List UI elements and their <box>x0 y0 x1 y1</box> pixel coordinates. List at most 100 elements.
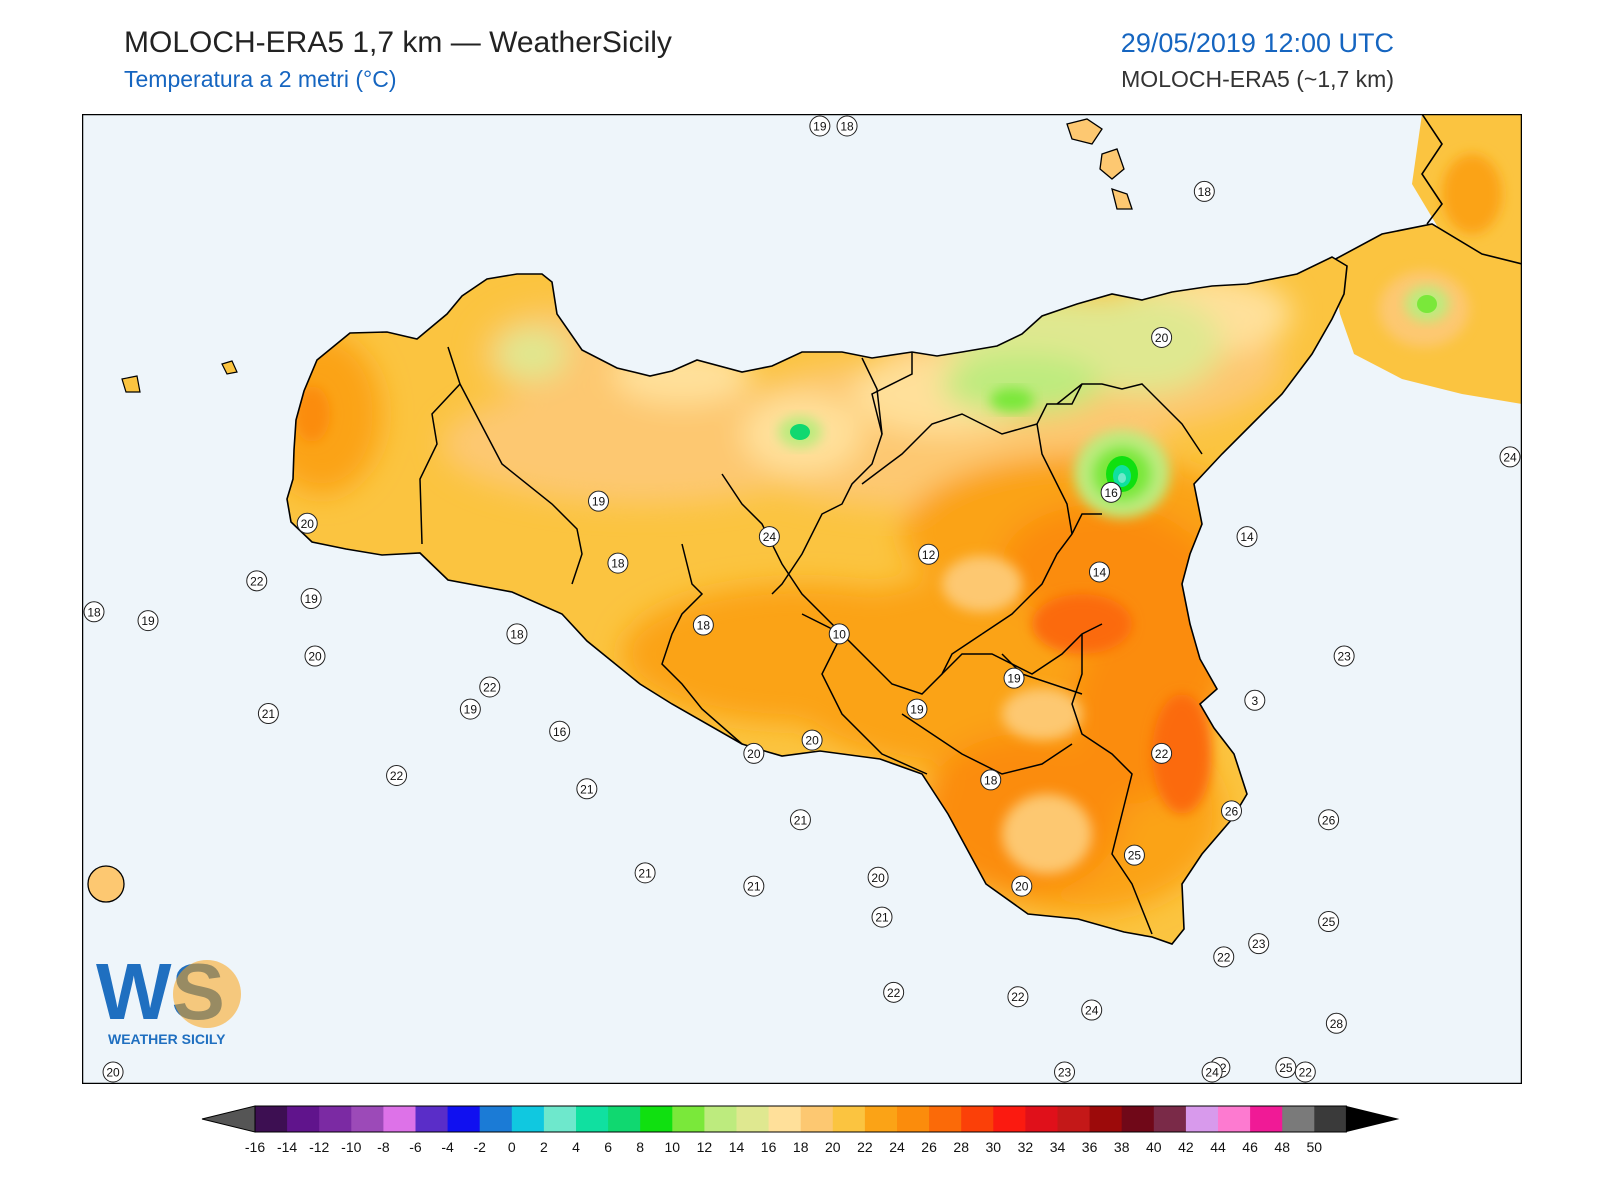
colorbar-tick-label: -16 <box>245 1139 265 1155</box>
temperature-label: 23 <box>1054 1061 1076 1083</box>
colorbar-swatch <box>576 1106 609 1132</box>
colorbar-tick-label: 8 <box>636 1139 644 1155</box>
temperature-label: 22 <box>479 676 501 698</box>
temperature-label: 19 <box>300 588 322 610</box>
temperature-label-value: 18 <box>984 773 998 787</box>
colorbar-tick-label: 16 <box>761 1139 777 1155</box>
valid-datetime: 29/05/2019 12:00 UTC <box>1120 28 1394 58</box>
temperature-label: 22 <box>883 981 905 1003</box>
colorbar-tick-label: 40 <box>1146 1139 1162 1155</box>
temperature-label-value: 20 <box>805 734 819 748</box>
colorbar-swatch <box>897 1106 930 1132</box>
temperature-label: 19 <box>906 698 928 720</box>
colorbar-max-arrow <box>1346 1106 1400 1132</box>
colorbar-min-arrow <box>201 1105 256 1133</box>
temperature-label: 20 <box>801 729 823 751</box>
temperature-label: 20 <box>743 742 765 764</box>
temperature-label-value: 20 <box>1015 880 1029 894</box>
colorbar-tick-label: 50 <box>1307 1139 1323 1155</box>
colorbar-swatch <box>704 1106 737 1132</box>
temperature-label-value: 25 <box>1279 1061 1293 1075</box>
colorbar-tick-label: 2 <box>540 1139 548 1155</box>
temperature-label-value: 19 <box>592 495 606 509</box>
temperature-label-value: 20 <box>301 517 315 531</box>
temperature-map: 19 18 18 20 24 16 14 14 18 12 3 23 20 19 24 22 19 18 19 20 1… <box>82 114 1522 1084</box>
colorbar-tick-label: 22 <box>857 1139 873 1155</box>
colorbar-tick-label: 6 <box>604 1139 612 1155</box>
temperature-label: 20 <box>304 645 326 667</box>
temperature-label-value: 21 <box>580 782 594 796</box>
temperature-label: 24 <box>1201 1061 1223 1083</box>
temperature-label-value: 26 <box>1322 813 1336 827</box>
temperature-label-value: 21 <box>875 911 889 925</box>
temperature-label: 24 <box>1081 999 1103 1021</box>
islands <box>87 118 1133 903</box>
colorbar-swatch <box>1282 1106 1315 1132</box>
colorbar-tick-label: 10 <box>665 1139 681 1155</box>
temperature-label: 14 <box>1088 561 1110 583</box>
temperature-label: 18 <box>83 601 105 623</box>
temperature-label: 26 <box>1318 809 1340 831</box>
colorbar-tick-label: 30 <box>986 1139 1002 1155</box>
map-frame <box>82 114 1522 1084</box>
colorbar-tick-label: -4 <box>441 1139 454 1155</box>
colorbar-swatch <box>608 1106 641 1132</box>
colorbar-tick-label: 0 <box>508 1139 516 1155</box>
temperature-label: 26 <box>1221 800 1243 822</box>
temperature-label: 20 <box>1011 875 1033 897</box>
temperature-label-value: 24 <box>1085 1004 1099 1018</box>
temperature-label: 22 <box>1007 986 1029 1008</box>
colorbar-tick-label: 28 <box>953 1139 969 1155</box>
temperature-label: 23 <box>1333 645 1355 667</box>
temperature-label-value: 18 <box>697 619 711 633</box>
colorbar-swatch <box>511 1106 545 1132</box>
temperature-label-value: 21 <box>262 707 276 721</box>
temperature-label: 10 <box>828 623 850 645</box>
temperature-label-value: 21 <box>638 866 652 880</box>
colorbar-swatch <box>1185 1106 1219 1132</box>
temperature-label: 18 <box>1193 180 1215 202</box>
temperature-label-value: 23 <box>1337 650 1351 664</box>
colorbar-swatch <box>383 1106 416 1132</box>
temperature-label-value: 18 <box>1198 185 1212 199</box>
temperature-label-value: 19 <box>1007 672 1021 686</box>
temperature-label: 23 <box>1248 933 1270 955</box>
temperature-label: 14 <box>1236 526 1258 548</box>
temperature-label-value: 20 <box>747 747 761 761</box>
temperature-label-value: 22 <box>1011 990 1025 1004</box>
temperature-label: 16 <box>549 720 571 742</box>
colorbar-swatch <box>993 1106 1026 1132</box>
temperature-label-value: 14 <box>1093 565 1107 579</box>
colorbar-tick-label: -12 <box>309 1139 329 1155</box>
temperature-label-value: 25 <box>1322 915 1336 929</box>
colorbar-tick-label: 44 <box>1210 1139 1226 1155</box>
temperature-label: 19 <box>588 490 610 512</box>
temperature-label-value: 12 <box>922 548 936 562</box>
temperature-label-value: 22 <box>1299 1066 1313 1080</box>
temperature-label-value: 22 <box>1155 747 1169 761</box>
temperature-label: 22 <box>1213 946 1235 968</box>
temperature-label-value: 19 <box>141 614 155 628</box>
temperature-label: 21 <box>871 906 893 928</box>
temperature-label-value: 20 <box>871 871 885 885</box>
temperature-label-value: 24 <box>1503 450 1517 464</box>
temperature-label: 3 <box>1244 689 1266 711</box>
temperature-label-value: 24 <box>1205 1066 1219 1080</box>
temperature-label-value: 18 <box>611 557 625 571</box>
colorbar-swatch <box>832 1106 866 1132</box>
temperature-label: 19 <box>809 115 831 137</box>
temperature-label-value: 22 <box>1217 950 1231 964</box>
colorbar-swatch <box>1121 1106 1155 1132</box>
colorbar-swatch <box>800 1106 834 1132</box>
colorbar-tick-label: -6 <box>409 1139 422 1155</box>
temperature-label: 24 <box>1499 446 1521 468</box>
temperature-label: 21 <box>634 862 656 884</box>
colorbar-swatch <box>736 1106 769 1132</box>
temperature-label: 20 <box>296 512 318 534</box>
colorbar-swatch <box>447 1106 481 1132</box>
model-name: MOLOCH-ERA5 (~1,7 km) <box>1121 66 1394 92</box>
colorbar-tick-label: 38 <box>1114 1139 1130 1155</box>
temperature-label-value: 14 <box>1240 530 1254 544</box>
colorbar-swatch <box>672 1106 705 1132</box>
temperature-label-value: 22 <box>390 769 404 783</box>
